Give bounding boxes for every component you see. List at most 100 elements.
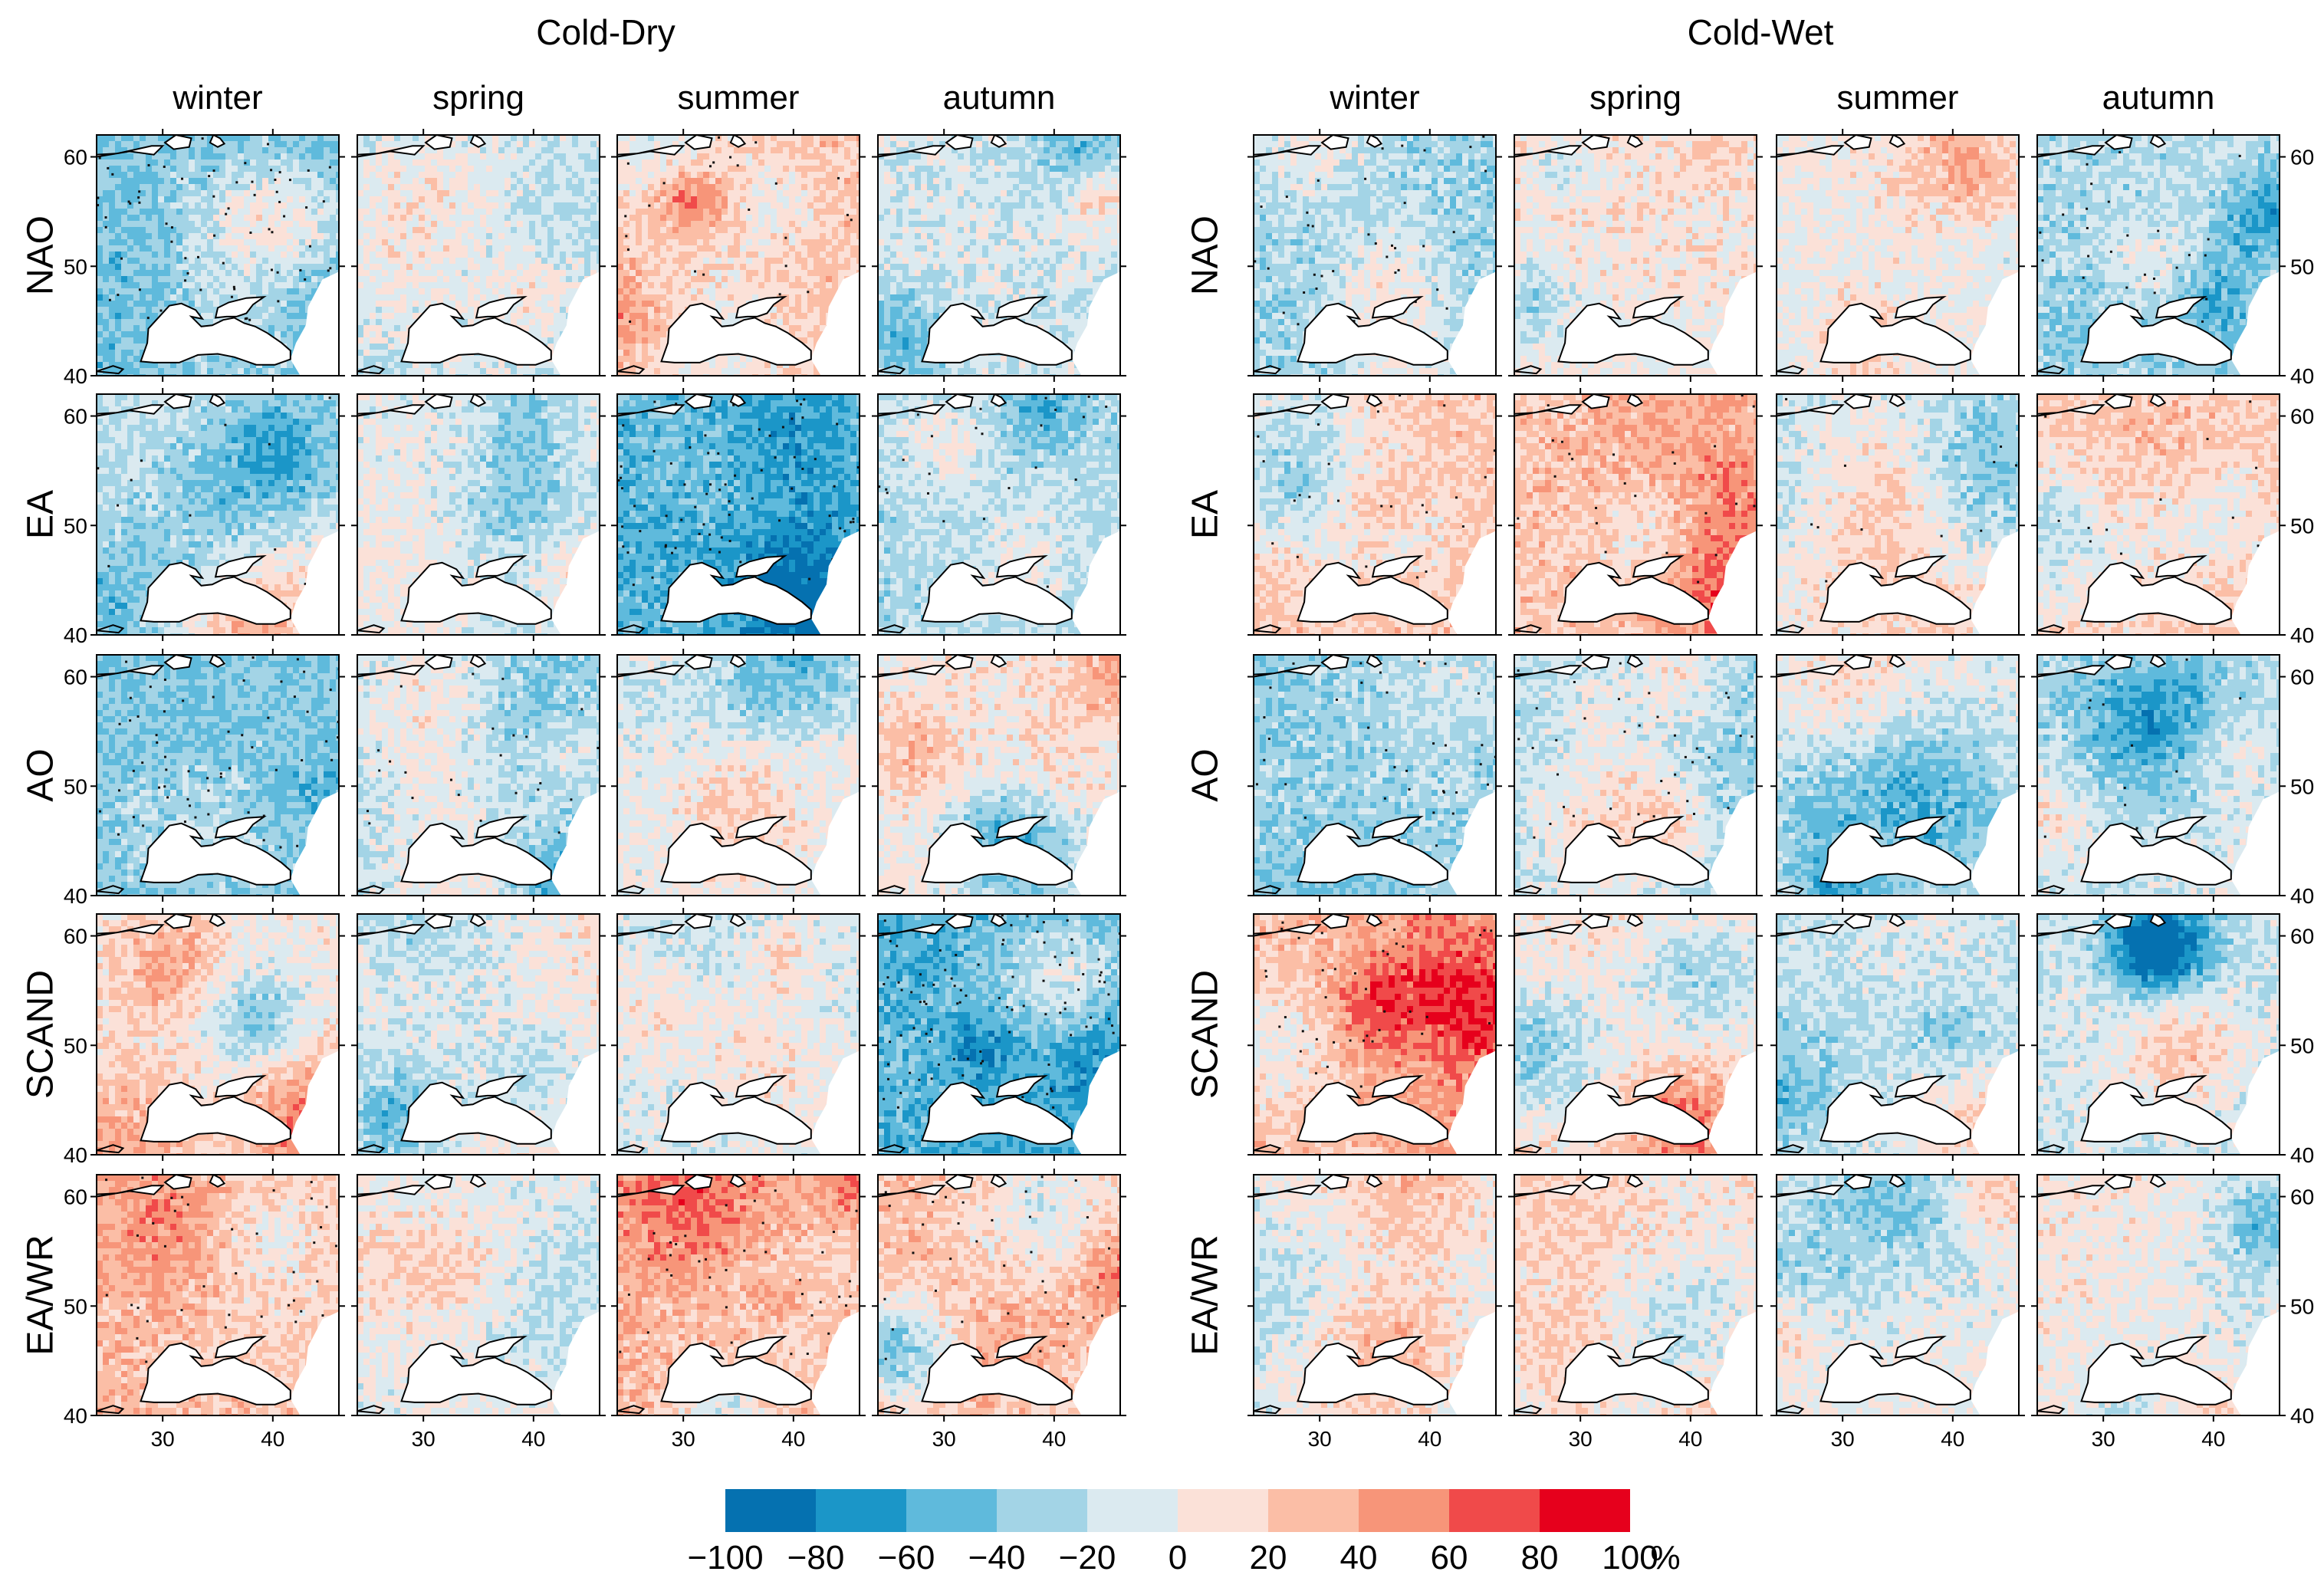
heatmap-cell: [511, 184, 518, 191]
heatmap-cell: [758, 245, 765, 252]
significance-dot: [329, 166, 331, 169]
heatmap-cell: [262, 153, 269, 160]
heatmap-cell: [455, 147, 462, 154]
heatmap-cell: [400, 215, 407, 222]
heatmap-cell: [617, 362, 624, 369]
heatmap-cell: [511, 313, 518, 320]
heatmap-cell: [299, 215, 306, 222]
heatmap-cell: [777, 196, 784, 203]
heatmap-cell: [146, 172, 153, 179]
heatmap-cell: [560, 153, 567, 160]
heatmap-cell: [201, 368, 208, 375]
heatmap-cell: [250, 153, 257, 160]
heatmap-cell: [541, 325, 548, 332]
heatmap-cell: [317, 215, 324, 222]
significance-dot: [181, 178, 183, 180]
heatmap-cell: [505, 270, 511, 277]
heatmap-cell: [654, 184, 661, 191]
heatmap-cell: [623, 209, 630, 215]
heatmap-cell: [462, 362, 468, 369]
heatmap-cell: [566, 215, 573, 222]
heatmap-cell: [672, 282, 679, 289]
heatmap-cell: [121, 172, 128, 179]
heatmap-cell: [584, 245, 591, 252]
heatmap-cell: [182, 362, 189, 369]
heatmap-cell: [517, 288, 524, 295]
heatmap-cell: [370, 301, 376, 307]
heatmap-cell: [728, 172, 735, 179]
heatmap-cell: [541, 184, 548, 191]
heatmap-cell: [783, 159, 790, 166]
heatmap-cell: [715, 153, 722, 160]
heatmap-cell: [363, 356, 370, 363]
heatmap-cell: [287, 307, 294, 314]
heatmap-cell: [268, 319, 275, 326]
heatmap-cell: [660, 245, 667, 252]
heatmap-cell: [394, 202, 401, 209]
heatmap-cell: [807, 147, 814, 154]
heatmap-cell: [547, 325, 554, 332]
heatmap-cell: [541, 313, 548, 320]
heatmap-cell: [146, 209, 153, 215]
heatmap-cell: [777, 276, 784, 283]
heatmap-cell: [238, 196, 245, 203]
heatmap-cell: [560, 270, 567, 277]
heatmap-cell: [740, 245, 747, 252]
heatmap-cell: [449, 178, 456, 185]
heatmap-cell: [617, 319, 624, 326]
heatmap-cell: [771, 258, 777, 265]
heatmap-cell: [771, 227, 777, 234]
heatmap-cell: [617, 135, 624, 142]
heatmap-cell: [213, 153, 220, 160]
heatmap-cell: [293, 153, 300, 160]
heatmap-cell: [523, 227, 530, 234]
heatmap-cell: [523, 190, 530, 197]
heatmap-cell: [492, 178, 499, 185]
heatmap-cell: [176, 258, 183, 265]
heatmap-cell: [382, 294, 389, 301]
heatmap-cell: [795, 141, 802, 148]
heatmap-cell: [121, 135, 128, 142]
heatmap-cell: [826, 276, 833, 283]
heatmap-cell: [554, 209, 560, 215]
heatmap-cell: [691, 252, 698, 258]
heatmap-cell: [474, 239, 481, 246]
heatmap-cell: [370, 288, 376, 295]
heatmap-cell: [832, 141, 839, 148]
heatmap-cell: [480, 178, 487, 185]
heatmap-cell: [547, 147, 554, 154]
heatmap-cell: [480, 270, 487, 277]
heatmap-cell: [225, 141, 232, 148]
heatmap-cell: [449, 288, 456, 295]
heatmap-cell: [679, 159, 685, 166]
heatmap-cell: [419, 264, 426, 271]
heatmap-cell: [498, 141, 505, 148]
heatmap-cell: [182, 282, 189, 289]
heatmap-cell: [400, 252, 407, 258]
heatmap-cell: [376, 159, 383, 166]
heatmap-cell: [547, 135, 554, 142]
heatmap-cell: [133, 141, 140, 148]
heatmap-cell: [629, 215, 636, 222]
heatmap-cell: [324, 245, 330, 252]
heatmap-cell: [305, 135, 312, 142]
heatmap-cell: [709, 245, 716, 252]
heatmap-cell: [201, 141, 208, 148]
heatmap-cell: [189, 178, 196, 185]
heatmap-cell: [777, 307, 784, 314]
heatmap-cell: [578, 202, 585, 209]
heatmap-cell: [764, 141, 771, 148]
heatmap-cell: [728, 239, 735, 246]
heatmap-cell: [152, 239, 159, 246]
heatmap-cell: [642, 258, 649, 265]
heatmap-cell: [789, 166, 796, 173]
heatmap-cell: [572, 276, 579, 283]
heatmap-cell: [287, 147, 294, 154]
heatmap-cell: [376, 276, 383, 283]
significance-dot: [170, 241, 173, 243]
heatmap-cell: [560, 159, 567, 166]
heatmap-cell: [746, 147, 753, 154]
heatmap-cell: [176, 233, 183, 240]
heatmap-cell: [176, 159, 183, 166]
heatmap-cell: [133, 276, 140, 283]
